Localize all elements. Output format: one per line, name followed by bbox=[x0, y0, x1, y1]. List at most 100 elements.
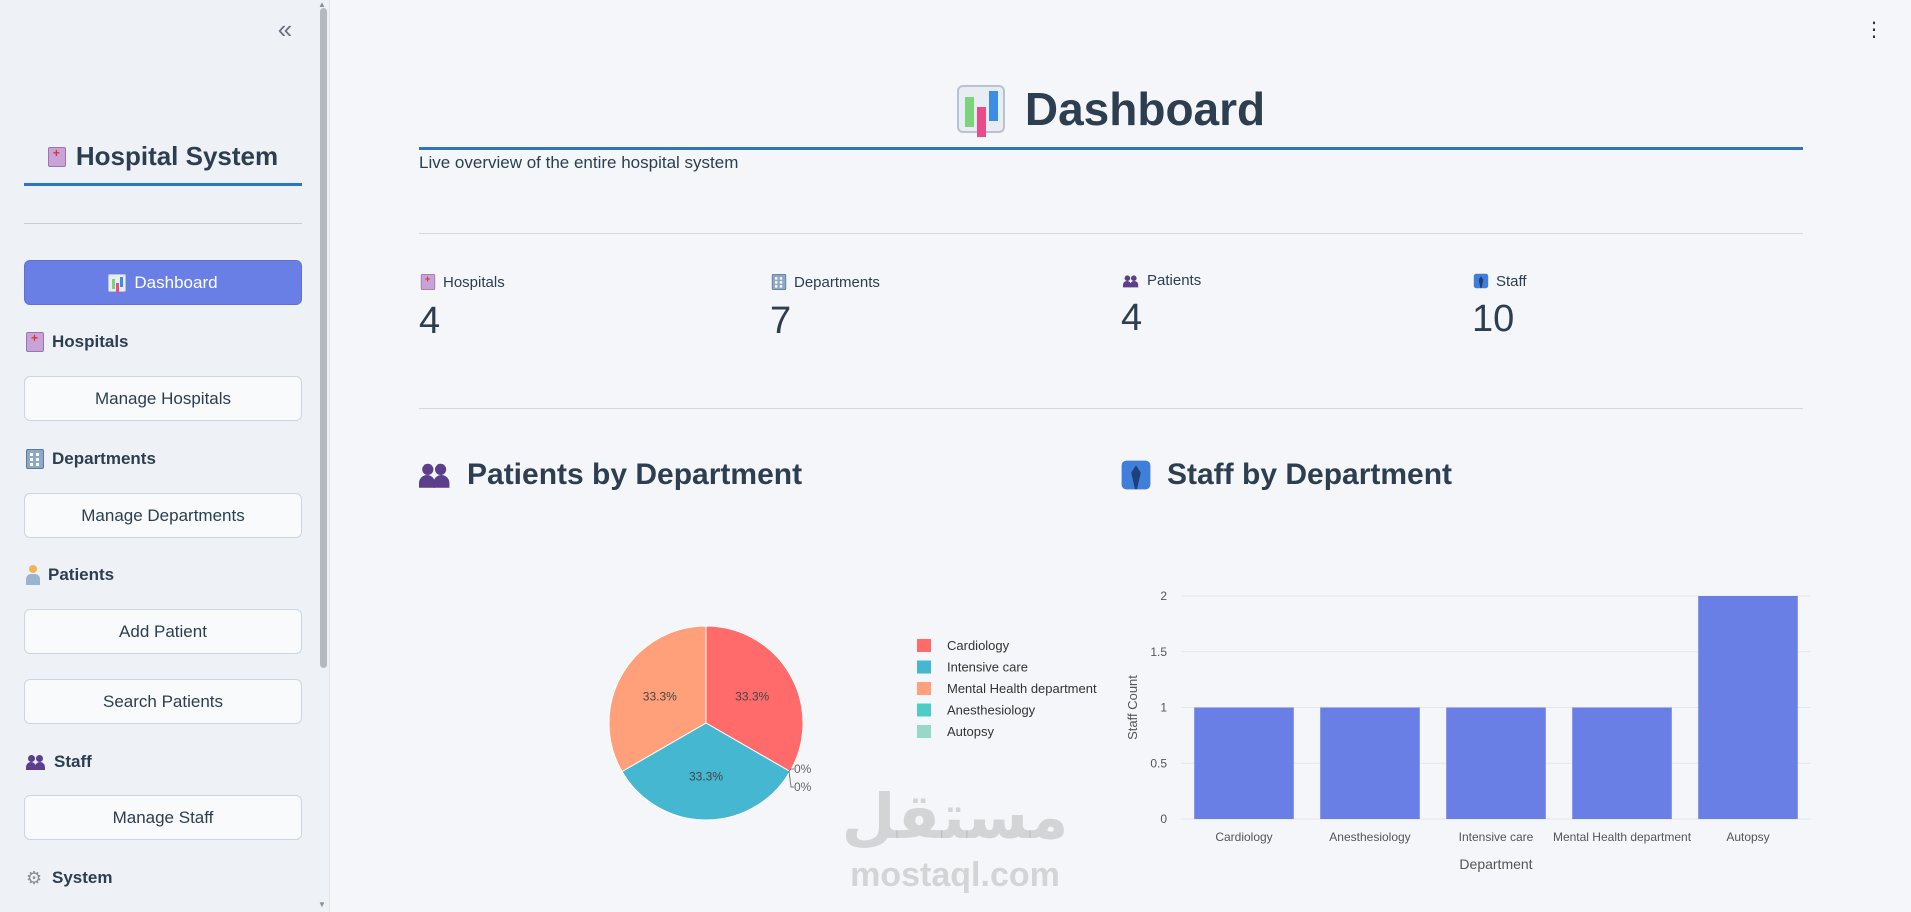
y-tick-label: 0.5 bbox=[1150, 756, 1167, 770]
x-tick-label: Mental Health department bbox=[1553, 830, 1692, 844]
page-subtitle: Live overview of the entire hospital sys… bbox=[419, 153, 739, 172]
staff-icon bbox=[1473, 273, 1489, 289]
section-system: ⚙ System bbox=[26, 868, 112, 888]
more-options-icon[interactable]: ⋮ bbox=[1864, 19, 1884, 41]
divider bbox=[419, 233, 1803, 234]
search-patients-button[interactable]: Search Patients bbox=[24, 679, 302, 724]
divider bbox=[419, 408, 1803, 409]
pie-slice-label: 0% bbox=[794, 762, 812, 776]
section-patients: Patients bbox=[26, 565, 114, 585]
staff-icon bbox=[1121, 460, 1151, 490]
brand-title: Hospital System bbox=[75, 141, 279, 171]
metric-hospitals: Hospitals 4 bbox=[419, 272, 749, 343]
section-hospitals: Hospitals bbox=[26, 331, 129, 352]
metric-value: 10 bbox=[1472, 298, 1515, 340]
staff-bar-chart: 0 0.5 1 1.5 2 Cardiology Anesthesiology Intensi… bbox=[1125, 589, 1811, 872]
x-tick-label: Autopsy bbox=[1726, 830, 1769, 844]
hospital-icon bbox=[420, 273, 436, 290]
legend-label[interactable]: Anesthesiology bbox=[947, 703, 1036, 718]
pie-slice-label: 0% bbox=[794, 780, 812, 794]
pie-slice[interactable] bbox=[608, 625, 707, 773]
patients-chart-title: Patients by Department bbox=[467, 458, 803, 491]
sidebar-divider bbox=[24, 223, 302, 224]
bar[interactable] bbox=[1446, 707, 1546, 820]
legend-label[interactable]: Cardiology bbox=[947, 638, 1010, 653]
patients-by-department-title: Patients by Department bbox=[419, 458, 802, 492]
bar[interactable] bbox=[1572, 707, 1672, 820]
y-tick-label: 1.5 bbox=[1150, 645, 1167, 659]
building-icon bbox=[771, 274, 787, 290]
x-axis-label: Department bbox=[1459, 856, 1532, 872]
y-axis-label: Staff Count bbox=[1125, 675, 1140, 740]
metric-value: 4 bbox=[1121, 297, 1143, 339]
scroll-up-icon[interactable]: ▲ bbox=[318, 0, 326, 9]
patients-pie-chart: 33.3% 33.3% 33.3% 0% 0% Cardiology Intensive c… bbox=[608, 625, 1097, 821]
legend-swatch[interactable] bbox=[917, 682, 931, 695]
x-tick-label: Cardiology bbox=[1215, 830, 1272, 844]
page-title: Dashboard bbox=[1024, 82, 1266, 135]
bar[interactable] bbox=[1698, 596, 1798, 819]
staff-by-department-title: Staff by Department bbox=[1121, 458, 1452, 492]
bar-chart-icon bbox=[956, 84, 1005, 133]
pie-leader-line bbox=[788, 768, 794, 772]
metric-label: Departments bbox=[794, 273, 880, 291]
metric-label: Patients bbox=[1147, 272, 1202, 289]
legend-swatch[interactable] bbox=[917, 639, 931, 652]
legend-swatch[interactable] bbox=[917, 703, 931, 717]
legend-label[interactable]: Intensive care bbox=[947, 660, 1028, 675]
patient-icon bbox=[26, 565, 40, 585]
y-tick-label: 0 bbox=[1160, 812, 1167, 826]
staff-chart-title: Staff by Department bbox=[1167, 458, 1453, 491]
page-header: Dashboard bbox=[419, 70, 1803, 150]
sidebar-scrollbar[interactable] bbox=[320, 8, 327, 668]
metric-label: Staff bbox=[1496, 272, 1527, 290]
sidebar-brand: Hospital System bbox=[24, 130, 302, 186]
metric-label: Hospitals bbox=[443, 273, 505, 291]
hospital-icon bbox=[26, 331, 44, 352]
metric-patients: Patients 4 bbox=[1121, 272, 1451, 340]
pie-slice[interactable] bbox=[705, 625, 804, 773]
y-tick-label: 2 bbox=[1160, 589, 1167, 603]
pie-slice[interactable] bbox=[621, 722, 791, 821]
legend-label[interactable]: Autopsy bbox=[947, 724, 994, 739]
watermark-latin: mostaql.com bbox=[850, 856, 1060, 894]
pie-slice-label: 33.3% bbox=[643, 689, 677, 703]
watermark-arabic: مستقل bbox=[841, 783, 1069, 852]
section-system-title: System bbox=[52, 868, 113, 887]
dashboard-button-label: Dashboard bbox=[134, 272, 218, 292]
gear-icon: ⚙ bbox=[26, 868, 43, 888]
pie-slice-label: 33.3% bbox=[689, 769, 723, 783]
section-staff-title: Staff bbox=[54, 752, 92, 771]
x-tick-label: Intensive care bbox=[1459, 830, 1534, 844]
add-patient-button[interactable]: Add Patient bbox=[24, 609, 302, 654]
sidebar: « Hospital System Dashboard Hospitals Ma… bbox=[0, 0, 330, 912]
section-hospitals-title: Hospitals bbox=[52, 332, 129, 351]
building-icon bbox=[26, 449, 44, 469]
pie-leader-line bbox=[788, 770, 794, 788]
watermark: مستقل mostaql.com bbox=[840, 778, 1070, 898]
metric-value: 4 bbox=[419, 300, 441, 342]
y-tick-label: 1 bbox=[1160, 701, 1167, 715]
legend-swatch[interactable] bbox=[917, 725, 931, 738]
x-tick-label: Anesthesiology bbox=[1329, 830, 1410, 844]
people-icon bbox=[419, 462, 451, 488]
dashboard-button[interactable]: Dashboard bbox=[24, 260, 302, 305]
section-patients-title: Patients bbox=[48, 565, 115, 584]
people-icon bbox=[1123, 274, 1139, 287]
legend-swatch[interactable] bbox=[917, 660, 931, 674]
scroll-down-icon[interactable]: ▼ bbox=[318, 900, 326, 909]
collapse-sidebar-icon[interactable]: « bbox=[277, 14, 293, 44]
hospital-icon bbox=[47, 146, 66, 167]
bar-chart-icon bbox=[108, 273, 127, 292]
section-departments-title: Departments bbox=[52, 449, 156, 468]
bar[interactable] bbox=[1320, 707, 1420, 820]
metric-value: 7 bbox=[770, 300, 792, 342]
pie-slice-label: 33.3% bbox=[735, 689, 769, 703]
legend-label[interactable]: Mental Health department bbox=[947, 681, 1097, 696]
metric-staff: Staff 10 bbox=[1472, 272, 1802, 341]
manage-staff-button[interactable]: Manage Staff bbox=[24, 795, 302, 840]
manage-hospitals-button[interactable]: Manage Hospitals bbox=[24, 376, 302, 421]
manage-departments-button[interactable]: Manage Departments bbox=[24, 493, 302, 538]
bar[interactable] bbox=[1194, 707, 1294, 820]
section-departments: Departments bbox=[26, 449, 156, 469]
